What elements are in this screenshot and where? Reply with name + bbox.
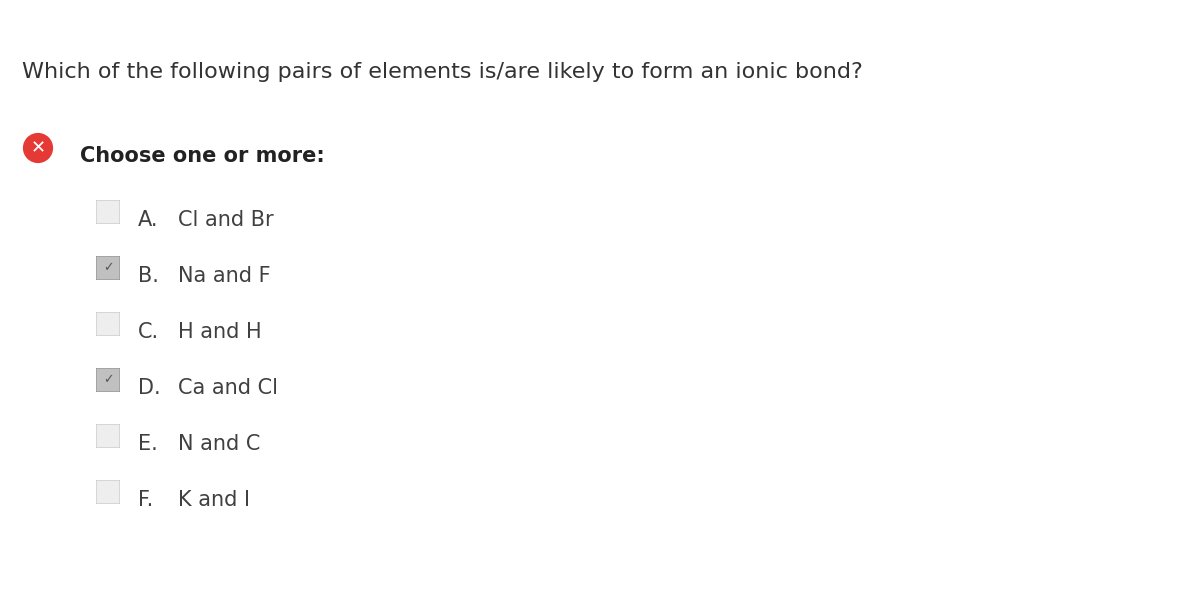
Text: H and H: H and H — [178, 322, 262, 342]
FancyBboxPatch shape — [96, 424, 120, 448]
Text: ✓: ✓ — [103, 373, 113, 387]
Text: Which of the following pairs of elements is/are likely to form an ionic bond?: Which of the following pairs of elements… — [22, 62, 863, 82]
Text: ✓: ✓ — [103, 262, 113, 275]
Text: K and I: K and I — [178, 490, 250, 510]
Text: A.: A. — [138, 210, 158, 230]
FancyBboxPatch shape — [96, 312, 120, 336]
FancyBboxPatch shape — [96, 256, 120, 280]
Text: C.: C. — [138, 322, 160, 342]
Circle shape — [24, 133, 53, 162]
Text: Na and F: Na and F — [178, 266, 271, 286]
Text: F.: F. — [138, 490, 154, 510]
FancyBboxPatch shape — [96, 368, 120, 392]
Text: ✕: ✕ — [30, 139, 46, 157]
FancyBboxPatch shape — [96, 480, 120, 504]
Text: B.: B. — [138, 266, 158, 286]
Text: Choose one or more:: Choose one or more: — [80, 146, 325, 166]
Text: Ca and Cl: Ca and Cl — [178, 378, 278, 398]
Text: D.: D. — [138, 378, 161, 398]
FancyBboxPatch shape — [96, 200, 120, 224]
Text: N and C: N and C — [178, 434, 260, 454]
Text: E.: E. — [138, 434, 157, 454]
Text: Cl and Br: Cl and Br — [178, 210, 274, 230]
